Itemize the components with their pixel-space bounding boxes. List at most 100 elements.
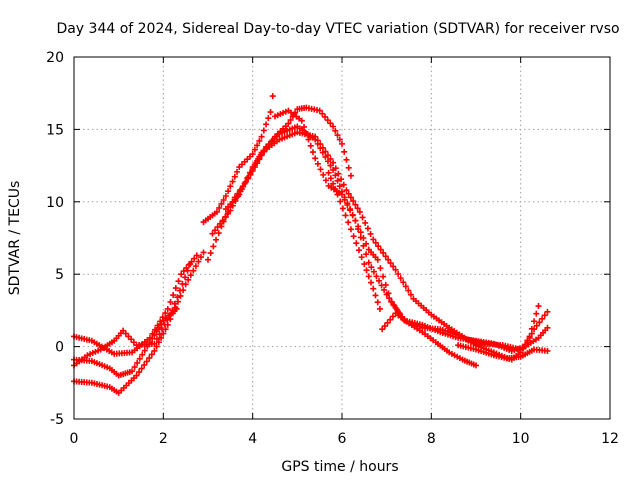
data-point — [170, 292, 177, 299]
data-point — [347, 226, 354, 233]
data-point — [340, 181, 347, 188]
data-point — [185, 276, 192, 283]
data-point — [363, 240, 370, 247]
data-point — [526, 333, 533, 340]
data-point — [392, 304, 399, 311]
data-point — [336, 136, 343, 143]
data-point — [370, 236, 377, 243]
data-point — [330, 123, 337, 130]
x-tick-label: 8 — [427, 431, 436, 447]
data-point — [269, 93, 276, 100]
data-point — [332, 172, 339, 179]
data-point — [187, 261, 194, 268]
data-point — [365, 259, 372, 266]
data-point — [400, 279, 407, 286]
data-point — [231, 173, 238, 180]
data-point — [358, 254, 365, 261]
data-point — [213, 236, 220, 243]
data-point — [376, 305, 383, 312]
data-point — [162, 310, 169, 317]
y-tick-label: 0 — [55, 340, 64, 356]
data-point — [158, 334, 165, 341]
data-point — [381, 286, 388, 293]
data-point — [385, 290, 392, 297]
data-point — [380, 273, 387, 280]
data-point — [341, 196, 348, 203]
data-point — [407, 291, 414, 298]
data-point — [392, 266, 399, 273]
x-tick-label: 2 — [159, 431, 168, 447]
data-point — [182, 274, 189, 281]
data-point — [187, 272, 194, 279]
data-point — [167, 316, 174, 323]
data-point — [141, 362, 148, 369]
data-point — [149, 335, 156, 342]
data-point — [287, 116, 294, 123]
data-point — [335, 170, 342, 177]
series-track-12 — [455, 303, 542, 363]
data-point — [155, 324, 162, 331]
data-point — [338, 176, 345, 183]
data-point — [136, 355, 143, 362]
y-tick-label: 5 — [55, 267, 64, 283]
data-point — [473, 362, 479, 369]
data-point — [345, 219, 352, 226]
data-point — [528, 325, 535, 332]
data-point — [347, 172, 354, 179]
data-point — [153, 343, 160, 350]
data-point — [357, 229, 364, 236]
data-point — [158, 321, 165, 328]
data-point — [144, 343, 151, 350]
data-point — [217, 220, 224, 227]
data-point — [368, 264, 375, 271]
data-point — [365, 273, 372, 280]
data-point — [305, 136, 312, 143]
data-point — [347, 207, 354, 214]
x-tick-label: 6 — [338, 431, 347, 447]
data-point — [184, 267, 191, 274]
data-point — [141, 347, 148, 354]
data-point — [190, 267, 197, 274]
data-point — [167, 299, 174, 306]
data-point — [129, 368, 136, 375]
data-point — [517, 349, 524, 356]
data-point — [342, 212, 349, 219]
data-point — [522, 341, 529, 348]
data-point — [381, 323, 388, 330]
data-point — [380, 249, 387, 256]
data-point — [309, 149, 316, 156]
data-point — [212, 227, 219, 234]
data-point — [389, 313, 396, 320]
data-point — [374, 299, 381, 306]
data-point — [151, 332, 158, 339]
x-tick-label: 0 — [70, 431, 79, 447]
data-point — [177, 292, 184, 299]
data-point — [258, 133, 265, 140]
data-point — [327, 162, 334, 169]
data-point — [343, 156, 350, 163]
data-point — [339, 140, 345, 147]
x-tick-label: 4 — [248, 431, 257, 447]
data-point — [301, 123, 308, 130]
data-point — [355, 247, 362, 254]
y-tick-label: 10 — [46, 195, 64, 211]
data-point — [153, 328, 160, 335]
data-point — [397, 275, 404, 282]
data-point — [173, 305, 180, 312]
data-point — [337, 198, 344, 205]
data-point — [298, 117, 305, 124]
data-point — [317, 166, 324, 173]
data-point — [319, 149, 326, 156]
data-point — [330, 166, 337, 173]
data-point — [375, 243, 382, 250]
data-point — [246, 169, 253, 176]
data-point — [376, 277, 383, 284]
data-point — [535, 303, 542, 310]
series-track-4 — [71, 305, 180, 379]
data-point — [370, 285, 377, 292]
data-point — [314, 140, 321, 147]
data-point — [387, 316, 394, 323]
series-track-10 — [325, 169, 383, 312]
data-point — [360, 235, 367, 241]
data-point — [236, 191, 243, 198]
